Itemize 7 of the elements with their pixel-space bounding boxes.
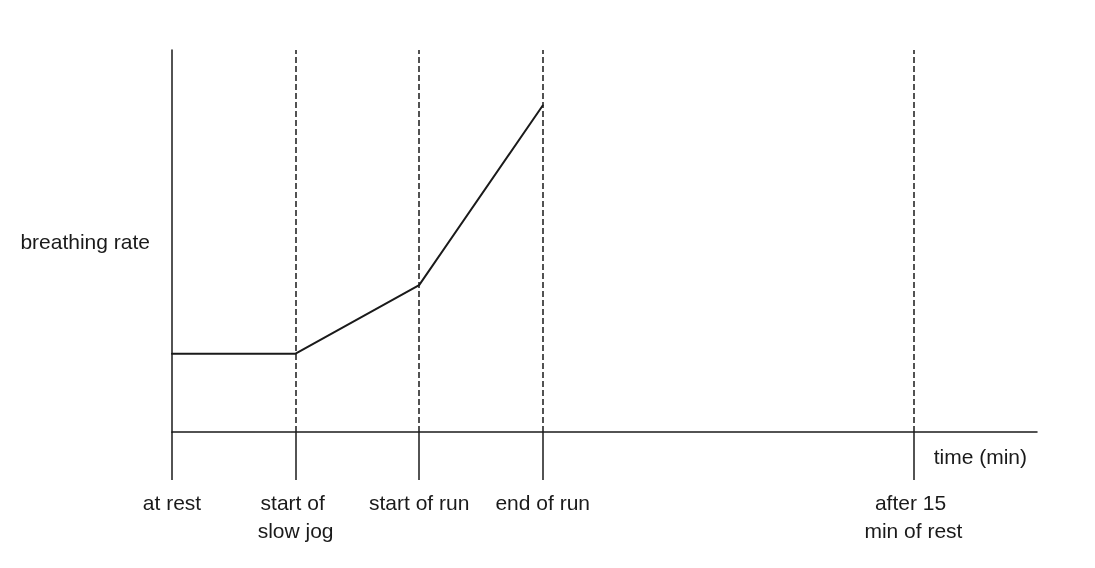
x-tick-label: start of run [368, 490, 470, 514]
x-axis-title: time (min) [933, 445, 1027, 468]
x-tick-label: start of slow jog [257, 490, 334, 542]
x-tick-label: end of run [495, 490, 590, 514]
y-axis-title: breathing rate [20, 229, 150, 253]
x-tick-label: after 15 min of rest [864, 490, 963, 542]
x-tick-label: at rest [142, 490, 202, 514]
